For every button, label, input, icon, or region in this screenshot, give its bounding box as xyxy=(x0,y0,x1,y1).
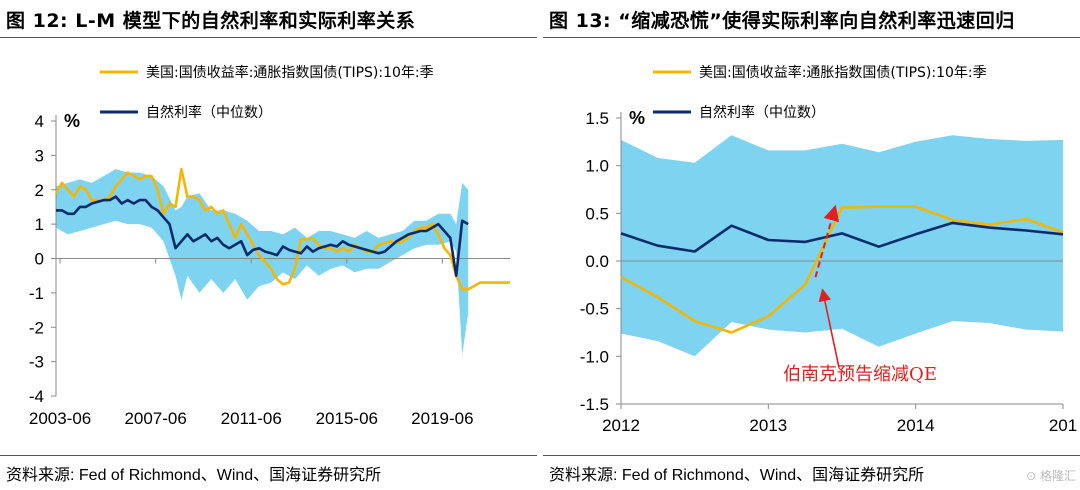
right-x-tick-label: 2012 xyxy=(602,416,640,435)
left-x-tick-label: 2007-06 xyxy=(124,409,186,428)
left-y-tick-label: 3 xyxy=(35,146,44,165)
left-x-tick-label: 2019-06 xyxy=(411,409,473,428)
right-unit-label: % xyxy=(629,108,645,128)
right-series-tips-line xyxy=(620,205,1064,334)
left-y-tick-label: 0 xyxy=(35,250,44,269)
right-series-natural-rate-line xyxy=(620,221,1064,253)
left-x-tick-label: 2011-06 xyxy=(221,409,282,428)
watermark-logo: ⊙ 格隆汇 xyxy=(1026,469,1076,483)
left-chart-title: 图 12: L-M 模型下的自然利率和实际利率关系 xyxy=(6,10,416,32)
right-y-tick-label: 0.5 xyxy=(585,204,609,223)
right-y-tick-label: 1.5 xyxy=(585,109,609,128)
right-confidence-band xyxy=(621,135,1063,357)
left-chart-source: 资料来源: Fed of Richmond、Wind、国海证券研究所 xyxy=(6,467,382,484)
left-confidence-band xyxy=(56,169,469,355)
right-chart-panel: 图 13: “缩减恐慌”使得实际利率向自然利率迅速回归 1.5 1.0 0.5 0.0… xyxy=(543,0,1080,490)
left-chart-panel: 图 12: L-M 模型下的自然利率和实际利率关系 4 3 2 1 0 -1 -2 -3 -4%… xyxy=(0,0,537,490)
left-series-natural-rate-line xyxy=(56,195,469,277)
left-unit-label: % xyxy=(64,111,80,131)
right-annotation-text: 伯南克预告缩减QE xyxy=(783,364,937,385)
right-x-tick-label: 201 xyxy=(1049,416,1077,435)
right-y-tick-label: -0.5 xyxy=(580,300,609,319)
left-chart-svg: 4 3 2 1 0 -1 -2 -3 -4% 2003-06 2007-06 2011-06 2015-… xyxy=(29,64,510,428)
right-source-rule xyxy=(543,455,1080,456)
left-y-tick-label: 4 xyxy=(35,112,44,131)
right-title-rule xyxy=(543,37,1080,38)
left-y-tick-label: 2 xyxy=(35,181,44,200)
right-legend-label-natural-rate: 自然利率（中位数） xyxy=(699,104,825,121)
left-x-tick-label: 2003-06 xyxy=(29,409,91,428)
left-y-tick-label: -4 xyxy=(29,387,44,406)
right-x-tick-label: 2013 xyxy=(749,416,787,435)
right-chart-title: 图 13: “缩减恐慌”使得实际利率向自然利率迅速回归 xyxy=(549,10,1015,32)
left-y-tick-label: -3 xyxy=(29,353,44,372)
left-legend-label-tips: 美国:国债收益率:通胀指数国债(TIPS):10年:季 xyxy=(146,64,434,81)
right-chart-svg: 1.5 1.0 0.5 0.0 -0.5 -1.0 -1.5% 2012 2013 2014 201… xyxy=(580,64,1077,435)
right-chart-source: 资料来源: Fed of Richmond、Wind、国海证券研究所 xyxy=(549,467,925,484)
right-dashed-arrow xyxy=(814,204,840,278)
right-y-tick-label: -1.5 xyxy=(580,395,609,414)
right-y-tick-label: 1.0 xyxy=(585,157,609,176)
left-source-rule xyxy=(0,455,537,456)
left-legend-label-natural-rate: 自然利率（中位数） xyxy=(146,104,272,121)
right-y-tick-label: -1.0 xyxy=(580,347,609,366)
right-y-tick-label: 0.0 xyxy=(585,252,609,271)
left-x-tick-label: 2015-06 xyxy=(316,409,378,428)
left-y-tick-label: 1 xyxy=(35,215,44,234)
left-y-tick-label: -1 xyxy=(29,284,44,303)
right-solid-arrow xyxy=(818,288,840,368)
right-x-tick-label: 2014 xyxy=(897,416,935,435)
right-legend-label-tips: 美国:国债收益率:通胀指数国债(TIPS):10年:季 xyxy=(699,64,987,81)
left-title-rule xyxy=(0,37,537,38)
left-y-tick-label: -2 xyxy=(29,318,44,337)
